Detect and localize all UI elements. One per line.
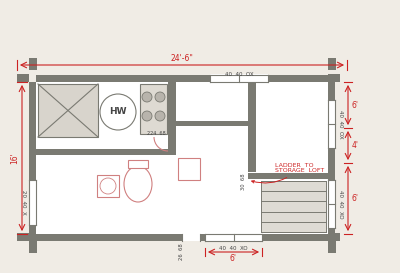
Text: 40  40  XO: 40 40 XO <box>338 190 343 218</box>
Bar <box>36 234 328 241</box>
Bar <box>182 233 200 241</box>
Text: 24'-6": 24'-6" <box>170 54 194 63</box>
Bar <box>29 82 36 241</box>
Circle shape <box>100 178 116 194</box>
Text: LADDER  TO
STORAGE  LOFT: LADDER TO STORAGE LOFT <box>252 163 324 183</box>
Bar <box>328 180 336 228</box>
Bar <box>210 74 268 82</box>
Text: 40  40  XO: 40 40 XO <box>219 246 248 251</box>
Circle shape <box>142 92 152 102</box>
Bar <box>248 173 328 179</box>
Bar <box>328 82 335 241</box>
Bar <box>248 82 256 172</box>
Bar <box>328 74 340 82</box>
Text: 40  40  OX: 40 40 OX <box>225 72 253 77</box>
Text: 6': 6' <box>352 194 359 203</box>
Bar <box>17 74 29 82</box>
Text: 224  68: 224 68 <box>147 131 166 136</box>
Bar <box>36 149 168 155</box>
Bar <box>328 233 340 241</box>
Bar <box>128 160 148 168</box>
Circle shape <box>142 111 152 121</box>
Bar <box>36 75 328 82</box>
Text: HW: HW <box>109 108 127 117</box>
Bar <box>29 241 37 253</box>
Bar <box>205 233 262 241</box>
Bar <box>168 121 248 126</box>
Bar <box>29 58 37 70</box>
Text: 6': 6' <box>230 254 237 263</box>
Bar <box>140 84 167 134</box>
Bar <box>38 84 98 137</box>
Circle shape <box>155 111 165 121</box>
Bar <box>328 58 336 70</box>
Text: 20  40  X: 20 40 X <box>21 190 26 215</box>
Text: 4': 4' <box>352 141 359 150</box>
Text: 30  68: 30 68 <box>241 174 246 190</box>
Text: 6': 6' <box>352 100 359 109</box>
Circle shape <box>155 92 165 102</box>
Bar <box>328 241 336 253</box>
Bar <box>36 82 328 234</box>
Bar <box>328 100 336 148</box>
Bar <box>17 233 29 241</box>
Bar <box>97 175 119 197</box>
Bar <box>29 180 37 225</box>
Circle shape <box>100 94 136 130</box>
Bar <box>168 82 176 155</box>
Ellipse shape <box>124 166 152 202</box>
Bar <box>178 158 200 180</box>
Bar <box>261 181 326 232</box>
Text: 40  40  OX: 40 40 OX <box>338 110 343 138</box>
Text: 26  68: 26 68 <box>179 244 184 260</box>
Text: 16': 16' <box>10 152 19 164</box>
